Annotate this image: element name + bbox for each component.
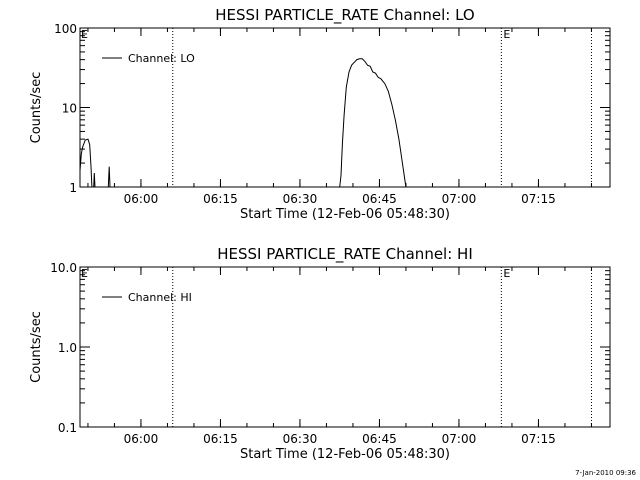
x-tick-label: 06:30 — [283, 192, 318, 206]
x-axis-label: Start Time (12-Feb-06 05:48:30) — [240, 447, 450, 462]
y-axis-label: Counts/sec — [29, 72, 44, 144]
x-axis-label: Start Time (12-Feb-06 05:48:30) — [240, 207, 450, 222]
series-line — [93, 172, 96, 188]
x-tick-label: 06:15 — [203, 432, 238, 446]
marker-label: E — [503, 28, 510, 41]
x-tick-label: 06:15 — [203, 192, 238, 206]
lo-channel-panel: HESSI PARTICLE_RATE Channel: LO 06:00 06:1… — [29, 6, 611, 222]
x-tick-label: 07:00 — [442, 192, 477, 206]
series-line — [107, 166, 111, 188]
y-tick-label: 10.0 — [50, 261, 77, 275]
y-tick-label: 1.0 — [58, 341, 77, 355]
series-line — [339, 58, 407, 188]
x-tick-label: 06:30 — [283, 432, 318, 446]
legend-label: Channel: LO — [128, 52, 195, 65]
y-tick-label: 1 — [69, 181, 77, 195]
chart-title: HESSI PARTICLE_RATE Channel: HI — [217, 245, 473, 264]
y-axis-label: Counts/sec — [29, 311, 44, 383]
legend-label: Channel: HI — [128, 291, 192, 304]
x-tick-label: 07:15 — [521, 432, 556, 446]
y-tick-label: 100 — [54, 22, 77, 36]
x-tick-label: 06:00 — [124, 432, 159, 446]
hi-channel-panel: HESSI PARTICLE_RATE Channel: HI 06:00 06:1… — [29, 245, 611, 462]
x-tick-label: 06:00 — [124, 192, 159, 206]
y-tick-label: 10 — [62, 102, 77, 116]
corner-label: E — [81, 267, 88, 280]
x-tick-label: 06:45 — [362, 432, 397, 446]
y-tick-label: 0.1 — [58, 421, 77, 435]
marker-label: E — [503, 267, 510, 280]
corner-label: E — [81, 28, 88, 41]
x-tick-label: 07:00 — [442, 432, 477, 446]
series-line — [79, 138, 93, 188]
plot-timestamp: 7-Jan-2010 09:36 — [575, 469, 636, 477]
chart-title: HESSI PARTICLE_RATE Channel: LO — [215, 6, 474, 25]
x-tick-label: 06:45 — [362, 192, 397, 206]
x-tick-label: 07:15 — [521, 192, 556, 206]
